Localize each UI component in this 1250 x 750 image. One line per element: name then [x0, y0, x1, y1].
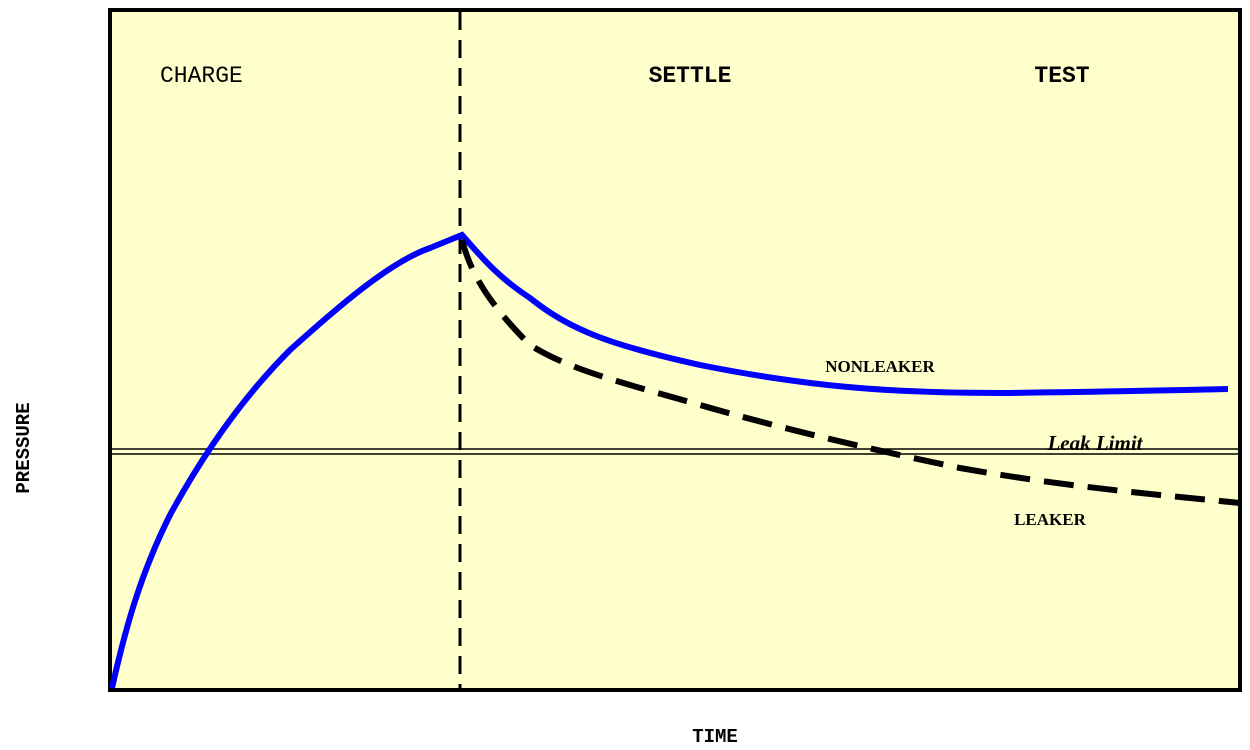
nonleaker-curve — [109, 231, 1229, 689]
y-axis-label: PRESSURE — [13, 402, 35, 493]
leaker-curve — [459, 239, 1241, 506]
curve-label: LEAKER — [1014, 510, 1087, 529]
phase-label: CHARGE — [160, 63, 243, 89]
plot-area — [108, 8, 1242, 692]
x-axis-label: TIME — [692, 726, 738, 748]
limit-label: Leak Limit — [1046, 431, 1143, 455]
phase-label: SETTLE — [649, 63, 732, 89]
curve-label: NONLEAKER — [825, 357, 935, 376]
phase-label: TEST — [1034, 63, 1089, 89]
